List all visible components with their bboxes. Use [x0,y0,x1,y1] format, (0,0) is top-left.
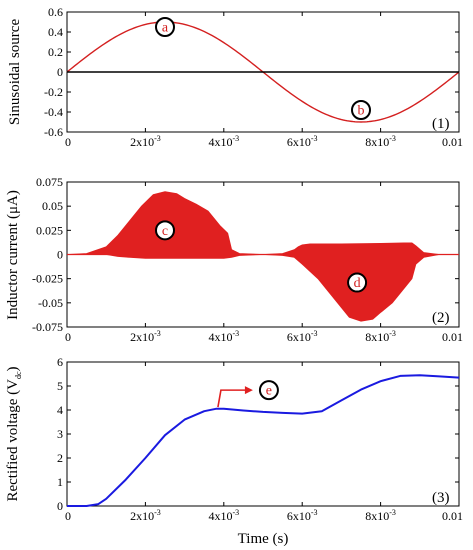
x-tick-label: 2x10-3 [130,508,161,523]
y-tick-label: 0 [57,499,63,513]
y-tick-label: 0.05 [42,199,63,213]
panel-2-label: (2) [432,310,450,326]
panel-1-ylabel: Sinusoidal source [7,19,23,126]
panel-1-series [66,21,460,123]
y-tick-label: -0.4 [44,105,63,119]
y-tick-label: 3 [57,427,63,441]
marker-e-circle [258,380,279,401]
annotation-arrowhead [244,386,253,395]
x-tick-label: 2x10-3 [130,329,161,344]
x-tick-label: 4x10-3 [208,508,239,523]
marker-b-circle [351,100,371,120]
x-tick-label: 4x10-3 [208,329,239,344]
panel-3-xlabel: Time (s) [238,531,289,547]
y-tick-label: 0.2 [48,45,63,59]
panel-2-markers: cd [155,220,368,293]
y-tick-label: 6 [57,355,63,369]
x-tick-label: 0 [65,135,71,149]
x-tick-label: 6x10-3 [287,508,318,523]
x-tick-label: 0.01 [442,135,463,149]
x-tick-label: 8x10-3 [365,134,396,149]
x-tick-label: 6x10-3 [287,329,318,344]
x-tick-label: 0 [65,509,71,523]
marker-d-circle [347,272,368,293]
y-tick-label: 1 [57,475,63,489]
marker-d-letter: d [354,276,361,291]
y-tick-label: 4 [57,403,63,417]
y-tick-label: -0.025 [32,272,63,286]
panel-3-ticks: 6 5 4 3 2 1 00 2x10-3 4x10-3 6x10-3 8x10-3 0.01 [57,355,463,523]
panel-3-series [67,374,460,507]
marker-c-circle [155,220,175,241]
marker-e-letter: e [266,384,272,399]
y-tick-label: 0.6 [48,5,63,19]
x-tick-label: 2x10-3 [130,134,161,149]
y-tick-label: 5 [57,379,63,393]
y-tick-label: 0.4 [48,25,63,39]
marker-b-letter: b [358,104,365,119]
inductor-current-envelope [66,191,459,322]
y-tick-label: 2 [57,451,63,465]
panel-3-ylabel: Rectified voltage (Vdc) [5,366,23,501]
y-tick-label: -0.6 [44,125,63,139]
panel-1-label: (1) [432,116,450,132]
x-tick-label: 0.01 [442,509,463,523]
panel-3-ylabel-main: Rectified voltage (V [5,379,21,502]
y-tick-label: 0 [57,248,63,262]
y-tick-label: -0.2 [44,85,63,99]
panel-3-ylabel-sub: dc [14,371,23,379]
y-tick-label: 0 [57,65,63,79]
x-tick-label: 0 [65,330,71,344]
x-tick-label: 4x10-3 [208,134,239,149]
x-tick-label: 8x10-3 [365,329,396,344]
y-tick-label: -0.05 [38,296,63,310]
y-tick-label: -0.075 [32,320,63,334]
annotation-arrow [217,389,248,408]
marker-a-letter: a [162,21,169,36]
panel-1-markers: ab [155,17,371,120]
panel-3-ylabel-end: ) [5,366,21,371]
panel-1-ticks: 0.60.40.20-0.2-0.4-0.60 2x10-3 4x10-3 6x10-… [44,5,463,149]
panel-3-label: (3) [432,490,450,506]
marker-c-letter: c [162,224,168,239]
x-tick-label: 0.01 [442,330,463,344]
panel-3-annotation: e [217,380,279,408]
x-tick-label: 6x10-3 [287,134,318,149]
y-tick-label: 0.075 [36,175,63,189]
marker-a-circle [155,17,175,37]
x-tick-label: 8x10-3 [365,508,396,523]
rectified-voltage-line [67,374,460,507]
y-tick-label: 0.025 [36,223,63,237]
panel-2-ylabel: Inductor current (μA) [5,190,21,320]
panel-2-series [66,191,459,322]
